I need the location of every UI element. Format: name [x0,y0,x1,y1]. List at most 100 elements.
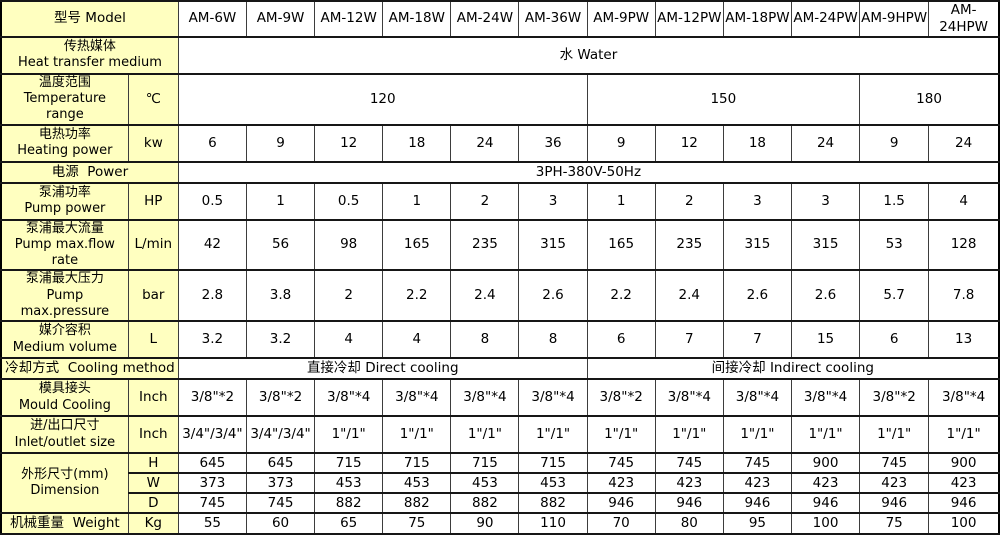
label-zh: 传热媒体 [63,39,116,54]
value-cell: 3/8"*4 [518,378,588,417]
value-cell: 90 [450,512,520,535]
value-cell: 18 [382,123,452,163]
row-label-model: 型号 Model [0,0,179,38]
value-cell: 645 [177,452,247,474]
row-label-dimension: 外形尺寸(mm) Dimension [0,452,129,514]
value-cell: 9 [245,123,316,163]
value-cell: 745 [586,452,656,474]
model-cell: AM-18W [382,0,452,38]
row-label-inlet-outlet: 进/出口尺寸 Inlet/outlet size [0,415,129,454]
value-cell: 110 [518,512,588,535]
unit-cell: L/min [127,218,179,272]
value-cell: 3.2 [177,320,247,359]
value-cell: 98 [314,218,384,272]
value-cell: 423 [586,472,656,494]
label-en: Dimension [30,483,100,498]
label-en: Heating power [17,143,113,158]
value-cell: 900 [928,452,1000,474]
unit-cell: ℃ [127,72,179,126]
model-cell: AM-24PW [790,0,861,38]
row-power: 电源 Power 3PH-380V-50Hz [0,160,1000,184]
value-cell: 2.8 [177,269,247,322]
value-cell: 8 [518,320,588,359]
value-cell: 42 [177,218,247,272]
value-cell: 间接冷却 Indirect cooling [586,357,1000,380]
unit-cell: kw [127,123,179,163]
value-cell: 1 [382,181,452,221]
value-cell: 5.7 [859,269,930,322]
value-cell: 165 [586,218,656,272]
value-cell: 2 [314,269,384,322]
label-zh: 模具接头 [38,381,91,397]
row-label-heating-power: 电热功率 Heating power [0,123,129,163]
value-cell: 1"/1" [654,415,724,454]
value-cell: 180 [859,72,1000,126]
value-cell: 3/8"*4 [382,378,452,417]
value-cell: 745 [859,452,930,474]
value-cell: 水 Water [177,35,1000,75]
value-cell: 882 [518,492,588,514]
value-cell: 3/8"*2 [859,378,930,417]
row-label-pump-power: 泵浦功率 Pump power [0,181,129,221]
value-cell: 24 [790,123,861,163]
value-cell: 453 [450,472,520,494]
model-cell: AM-9W [245,0,316,38]
value-cell: 12 [314,123,384,163]
value-cell: 18 [722,123,792,163]
value-cell: 946 [859,492,930,514]
value-cell: 100 [790,512,861,535]
value-cell: 745 [722,452,792,474]
value-cell: 6 [859,320,930,359]
row-mould-cooling: 模具接头 Mould Cooling Inch 3/8"*2 3/8"*2 3/… [0,378,1000,417]
row-dimension-w: W 373 373 453 453 453 453 423 423 423 42… [1,472,1000,494]
value-cell: 3/8"*4 [928,378,1000,417]
value-cell: 55 [177,512,247,535]
value-cell: 373 [177,472,247,494]
value-cell: 715 [314,452,384,474]
row-inlet-outlet: 进/出口尺寸 Inlet/outlet size Inch 3/4"/3/4" … [0,415,1000,454]
value-cell: 100 [928,512,1000,535]
model-cell: AM-12W [314,0,384,38]
value-cell: 745 [177,492,247,514]
model-cell: AM-9PW [586,0,656,38]
value-cell: 3/8"*4 [790,378,861,417]
value-cell: 2 [450,181,520,221]
value-cell: 3 [518,181,588,221]
label-en: Heat transfer medium [17,55,162,71]
value-cell: 24 [928,123,1000,163]
unit-cell: Inch [127,415,179,454]
model-cell: AM-6W [177,0,247,38]
value-cell: 946 [928,492,1000,514]
value-cell: 128 [928,218,1000,272]
row-label-flow-rate: 泵浦最大流量 Pump max.flow rate [0,218,129,272]
value-cell: 315 [722,218,792,272]
value-cell: 315 [790,218,861,272]
value-cell: 36 [518,123,588,163]
value-cell: 1"/1" [518,415,588,454]
label-zh: 泵浦最大压力 [25,271,104,287]
value-cell: 8 [450,320,520,359]
row-dimension-h: 外形尺寸(mm) Dimension H 645 645 715 715 715… [0,452,1000,514]
row-label-cooling-method: 冷却方式 Cooling method [0,357,179,380]
value-cell: 7 [654,320,724,359]
value-cell: 3 [722,181,792,221]
value-cell: 4 [314,320,384,359]
value-cell: 2.6 [722,269,792,322]
value-cell: 3/4"/3/4" [245,415,316,454]
value-cell: 0.5 [314,181,384,221]
row-heating-power: 电热功率 Heating power kw 6 9 12 18 24 36 9 … [0,123,1000,163]
value-cell: 80 [654,512,724,535]
value-cell: 1"/1" [722,415,792,454]
value-cell: 75 [382,512,452,535]
value-cell: 2.2 [586,269,656,322]
value-cell: 3 [790,181,861,221]
label-zh: 泵浦最大流量 [25,220,104,236]
value-cell: 53 [859,218,930,272]
unit-cell: bar [127,269,179,322]
value-cell: 423 [859,472,930,494]
value-cell: 3/8"*4 [722,378,792,417]
label-zh: 外形尺寸(mm) [21,466,109,482]
value-cell: 120 [177,72,588,126]
row-flow-rate: 泵浦最大流量 Pump max.flow rate L/min 42 56 98… [0,218,1000,272]
value-cell: 423 [928,472,1000,494]
